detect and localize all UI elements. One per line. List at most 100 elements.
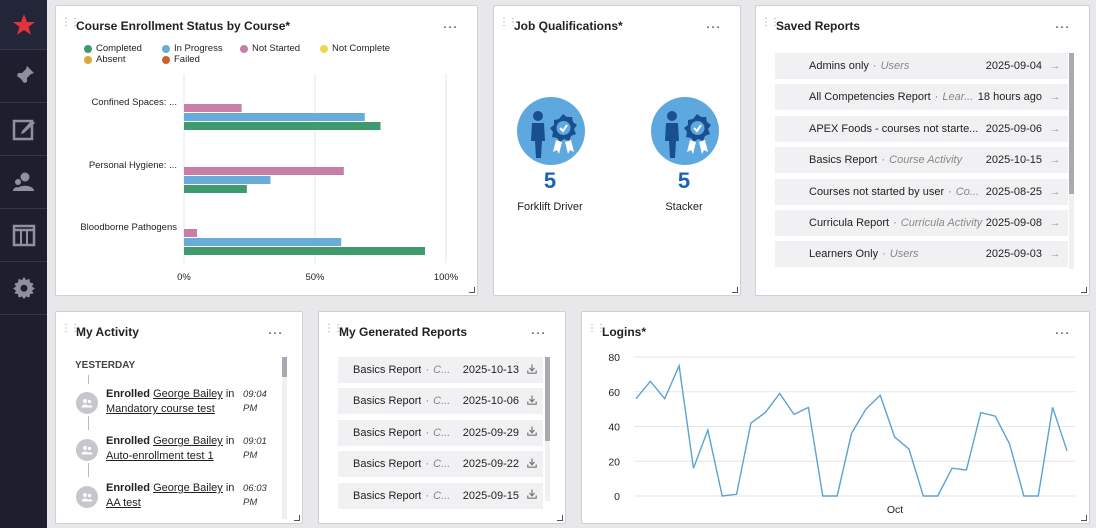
share-arrow-icon[interactable]: → — [1049, 60, 1061, 72]
share-arrow-icon[interactable]: → — [1049, 122, 1061, 135]
scrollbar-thumb[interactable] — [282, 357, 287, 377]
category-label: Personal Hygiene: ... — [89, 160, 177, 171]
report-name: Curricula Report — [809, 217, 890, 229]
separator-dot: · — [893, 217, 897, 229]
logins-series-line[interactable] — [635, 363, 1068, 497]
activity-course-link[interactable]: Mandatory course test — [106, 403, 215, 415]
share-arrow-icon[interactable]: → — [1049, 154, 1061, 167]
generated-report-row[interactable]: Basics Report · C... 2025-09-15 — [338, 482, 543, 509]
bar-in-progress[interactable] — [184, 238, 342, 246]
legend-item-absent[interactable]: Absent — [84, 54, 162, 65]
legend-item-completed[interactable]: Completed — [84, 43, 162, 54]
more-menu-button[interactable]: … — [1054, 321, 1071, 338]
activity-user-link[interactable]: George Bailey — [153, 482, 223, 494]
legend-label: Not Started — [252, 43, 301, 54]
bar-completed[interactable] — [184, 185, 247, 193]
bar-completed[interactable] — [184, 247, 426, 255]
legend-item-not-started[interactable]: Not Started — [240, 43, 320, 54]
report-type: Curricula Activity — [900, 217, 983, 229]
report-name: Basics Report — [353, 426, 422, 439]
activity-user-link[interactable]: George Bailey — [153, 435, 223, 447]
x-tick-label: Oct — [887, 504, 903, 516]
share-arrow-icon[interactable]: → — [1049, 185, 1061, 198]
more-menu-button[interactable]: … — [267, 321, 284, 338]
resize-handle-icon[interactable] — [469, 287, 475, 293]
resize-handle-icon[interactable] — [294, 515, 300, 521]
more-menu-button[interactable]: … — [705, 15, 722, 32]
legend-dot — [240, 44, 248, 53]
qualification-count[interactable]: 5 — [543, 168, 557, 193]
download-icon[interactable] — [527, 364, 537, 377]
resize-handle-icon[interactable] — [557, 515, 563, 521]
activity-user-link[interactable]: George Bailey — [153, 388, 223, 400]
qualification-badge-icon[interactable] — [516, 96, 586, 166]
report-type: C... — [433, 364, 451, 376]
saved-report-row[interactable]: Courses not started by user · Co... 2025-08… — [775, 178, 1068, 205]
legend-item-not-complete[interactable]: Not Complete — [320, 43, 398, 54]
bar-in-progress[interactable] — [184, 113, 365, 121]
share-arrow-icon[interactable]: → — [1049, 91, 1061, 104]
pin-icon[interactable] — [0, 50, 47, 103]
qualification-label[interactable]: Stacker — [665, 201, 703, 213]
columns-icon[interactable] — [0, 209, 47, 262]
generated-report-row[interactable]: Basics Report · C... 2025-10-06 — [338, 388, 543, 415]
drag-handle-icon[interactable]: ⋮⋮ — [324, 323, 343, 334]
resize-handle-icon[interactable] — [732, 287, 738, 293]
drag-handle-icon[interactable]: ⋮⋮ — [61, 17, 80, 28]
separator-dot: · — [425, 426, 430, 439]
drag-handle-icon[interactable]: ⋮⋮ — [499, 17, 518, 28]
timeline-line — [88, 416, 89, 430]
scrollbar-thumb[interactable] — [1069, 53, 1074, 194]
resize-handle-icon[interactable] — [1081, 287, 1087, 293]
download-icon[interactable] — [527, 395, 537, 408]
activity-time: 06:03 PM — [243, 483, 267, 508]
saved-report-row[interactable]: APEX Foods - courses not starte... 2025-0… — [775, 115, 1068, 142]
report-date: 2025-08-25 — [985, 185, 1042, 198]
activity-course-link[interactable]: Auto-enrollment test 1 — [106, 450, 214, 462]
card-title: Logins* — [602, 325, 646, 339]
more-menu-button[interactable]: … — [530, 321, 547, 338]
bar-not-started[interactable] — [184, 104, 242, 112]
bar-completed[interactable] — [184, 122, 381, 130]
download-icon[interactable] — [527, 458, 537, 471]
qualification-badge-icon[interactable] — [650, 96, 720, 166]
download-icon[interactable] — [527, 489, 537, 502]
scrollbar-thumb[interactable] — [545, 357, 550, 441]
qualification-count[interactable]: 5 — [677, 168, 691, 193]
share-arrow-icon[interactable]: → — [1049, 217, 1061, 229]
gear-icon[interactable] — [0, 262, 47, 315]
legend-item-failed[interactable]: Failed — [162, 54, 240, 65]
star-logo-icon[interactable] — [0, 0, 47, 50]
saved-report-row[interactable]: Curricula Report · Curricula Activity 2025-… — [775, 210, 1068, 236]
enrollment-bar-chart: 0% 50% 100% Confined Spaces: ... Personal Hy… — [80, 74, 459, 283]
more-menu-button[interactable]: … — [442, 15, 459, 32]
share-arrow-icon[interactable]: → — [1049, 248, 1061, 261]
drag-handle-icon[interactable]: ⋮⋮ — [587, 323, 606, 334]
qualification-label[interactable]: Forklift Driver — [517, 201, 583, 213]
legend-item-in-progress[interactable]: In Progress — [162, 43, 240, 54]
users-icon[interactable] — [0, 156, 47, 209]
generated-report-row[interactable]: Basics Report · C... 2025-09-29 — [338, 419, 543, 446]
drag-handle-icon[interactable]: ⋮⋮ — [761, 17, 780, 28]
legend-label: Completed — [96, 43, 142, 54]
report-type: Users — [880, 60, 910, 72]
bar-not-started[interactable] — [184, 167, 344, 175]
scrollbar-track[interactable] — [282, 357, 287, 519]
more-menu-button[interactable]: … — [1054, 15, 1071, 32]
activity-course-link[interactable]: AA test — [106, 497, 141, 509]
edit-icon[interactable] — [0, 103, 47, 156]
generated-report-row[interactable]: Basics Report · C... 2025-10-13 — [338, 357, 543, 383]
y-tick-label: 60 — [608, 387, 620, 399]
separator-dot: · — [882, 248, 886, 261]
resize-handle-icon[interactable] — [1081, 515, 1087, 521]
generated-report-row[interactable]: Basics Report · C... 2025-09-22 — [338, 451, 543, 478]
drag-handle-icon[interactable]: ⋮⋮ — [61, 323, 80, 334]
users-icon — [81, 446, 93, 455]
download-icon[interactable] — [527, 426, 537, 439]
saved-report-row[interactable]: Learners Only · Users 2025-09-03 → — [775, 241, 1068, 268]
bar-not-started[interactable] — [184, 229, 198, 237]
saved-report-row[interactable]: All Competencies Report · Lear... 18 hours … — [775, 84, 1068, 111]
saved-report-row[interactable]: Admins only · Users 2025-09-04 → — [775, 53, 1068, 79]
saved-report-row[interactable]: Basics Report · Course Activity 2025-10-15 → — [775, 147, 1068, 174]
bar-in-progress[interactable] — [184, 176, 271, 184]
